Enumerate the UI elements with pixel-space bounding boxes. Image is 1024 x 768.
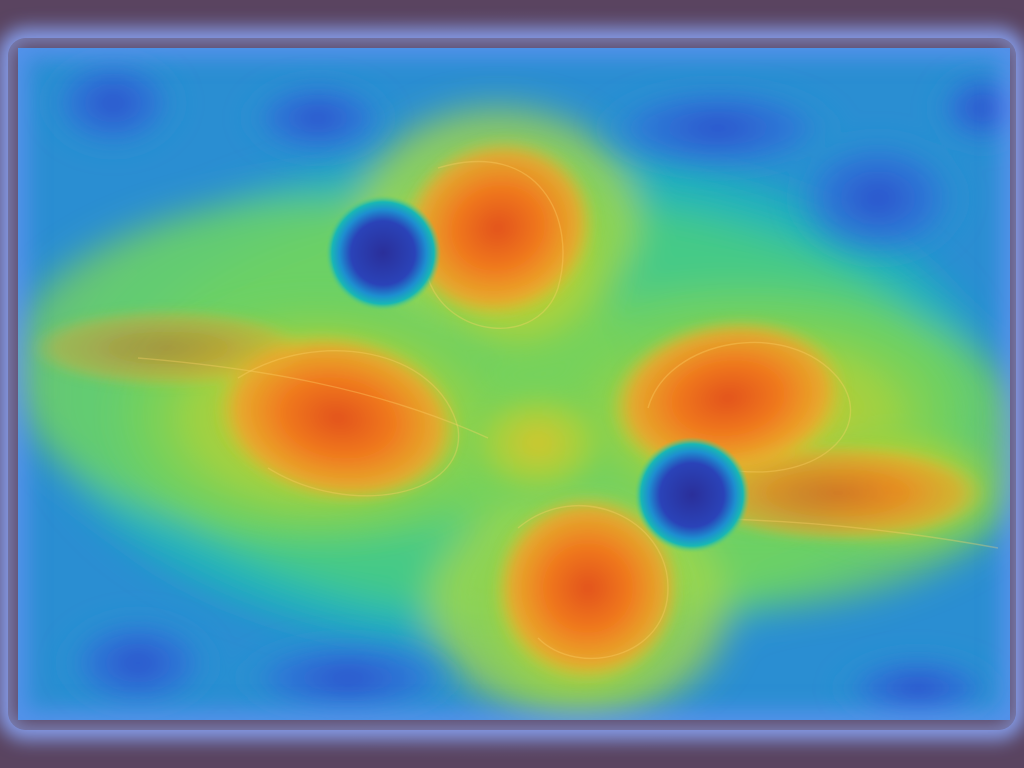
contour-lines bbox=[137, 161, 999, 660]
cool-regions bbox=[38, 48, 1010, 720]
heatmap-canvas bbox=[18, 48, 1010, 720]
hole-regions bbox=[325, 195, 750, 553]
hole-upper-left bbox=[325, 195, 441, 311]
hole-lower-right bbox=[634, 437, 750, 553]
heatmap-svg bbox=[18, 48, 1010, 720]
hot-regions bbox=[28, 136, 988, 683]
